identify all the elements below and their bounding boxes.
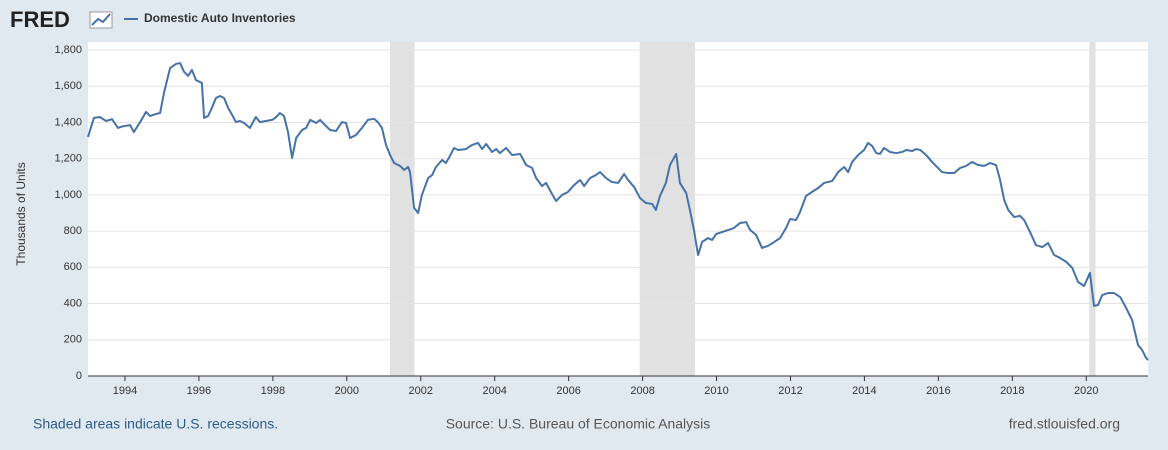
data-line [87, 62, 1149, 361]
x-tick-label: 2016 [926, 385, 950, 397]
y-axis-title: Thousands of Units [14, 162, 28, 265]
logo-icon [89, 11, 113, 29]
y-tick-label: 1,600 [54, 80, 82, 92]
y-tick-label: 1,000 [54, 189, 82, 201]
x-tick-label: 2014 [852, 385, 876, 397]
recession-band [1089, 42, 1096, 376]
recession-band [390, 42, 415, 376]
y-tick-label: 600 [64, 261, 82, 273]
x-tick-label: 2004 [482, 385, 506, 397]
y-tick-label: 0 [76, 370, 82, 382]
x-tick-label: 2018 [1000, 385, 1024, 397]
y-tick-label: 1,400 [54, 116, 82, 128]
source: Source: U.S. Bureau of Economic Analysis [446, 416, 711, 432]
legend-label: Domestic Auto Inventories [144, 11, 296, 25]
recession-note: Shaded areas indicate U.S. recessions. [33, 416, 278, 432]
y-tick-label: 200 [64, 334, 82, 346]
x-tick-label: 2020 [1074, 385, 1098, 397]
y-tick-label: 1,200 [54, 153, 82, 165]
x-tick-label: 2006 [556, 385, 580, 397]
site-link[interactable]: fred.stlouisfed.org [1009, 416, 1120, 432]
y-tick-label: 400 [64, 297, 82, 309]
y-tick-label: 800 [64, 225, 82, 237]
recession-band [639, 42, 696, 376]
x-tick-label: 2002 [409, 385, 433, 397]
x-tick-label: 2008 [630, 385, 654, 397]
x-tick-label: 1994 [113, 385, 137, 397]
y-tick-label: 1,800 [54, 44, 82, 56]
x-tick-label: 1998 [261, 385, 285, 397]
x-tick-label: 2000 [335, 385, 359, 397]
logo[interactable]: FRED [10, 7, 70, 32]
x-tick-label: 2012 [778, 385, 802, 397]
x-tick-label: 1996 [187, 385, 211, 397]
x-tick-label: 2010 [704, 385, 728, 397]
plot-area [88, 42, 1148, 376]
